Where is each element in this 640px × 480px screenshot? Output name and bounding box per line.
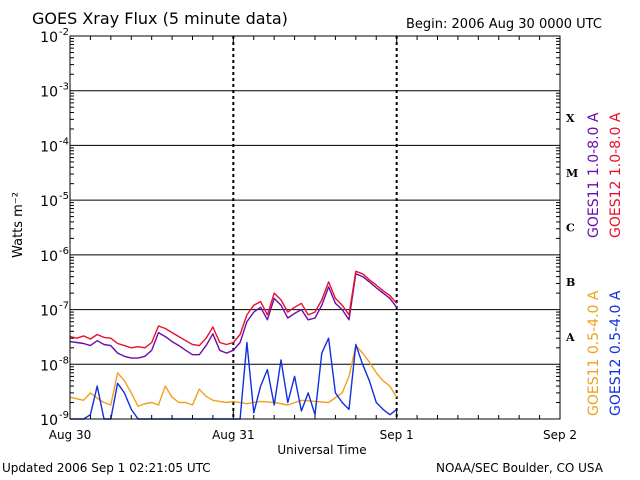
legend-entry: GOES12 1.0-8.0 A [608, 112, 624, 238]
legend-entry: GOES12 0.5-4.0 A [608, 290, 624, 416]
y-tick-exponent: -9 [59, 410, 69, 421]
y-tick-label: 10 [40, 139, 58, 155]
y-tick-exponent: -7 [59, 301, 69, 312]
y-tick-label: 10 [40, 413, 58, 429]
y-tick-exponent: -4 [59, 136, 69, 147]
begin-label: Begin: 2006 Aug 30 0000 UTC [406, 17, 602, 32]
legend-layer: GOES11 1.0-8.0 A GOES12 1.0-8.0 A GOES11 0… [586, 112, 624, 416]
x-tick-label: Sep 2 [543, 428, 577, 442]
y-tick-label: 10 [40, 194, 58, 210]
x-tick-label: Aug 30 [49, 428, 92, 442]
legend-entry: GOES11 1.0-8.0 A [586, 112, 602, 238]
y-tick-label: 10 [40, 30, 58, 46]
series-line-goes12-1-0-8-0-a [69, 270, 398, 349]
grid-layer [70, 35, 560, 420]
source-label: NOAA/SEC Boulder, CO USA [436, 461, 604, 475]
x-tick-label: Sep 1 [380, 428, 414, 442]
flare-class-label: A [565, 331, 575, 344]
y-tick-exponent: -5 [59, 191, 69, 202]
updated-label: Updated 2006 Sep 1 02:21:05 UTC [2, 461, 211, 475]
flare-class-label: M [566, 167, 578, 180]
y-tick-label: 10 [40, 358, 58, 374]
y-tick-exponent: -8 [59, 355, 69, 366]
flare-class-label: X [566, 112, 575, 125]
series-line-goes11-1-0-8-0-a [69, 273, 398, 359]
x-tick-label: Aug 31 [212, 428, 255, 442]
y-tick-label: 10 [40, 85, 58, 101]
y-tick-exponent: -6 [59, 246, 69, 257]
plot-frame [69, 35, 561, 420]
x-axis-label: Universal Time [277, 443, 366, 457]
y-tick-label: 10 [40, 304, 58, 320]
flare-class-label: C [566, 222, 575, 235]
series-line-goes11-0-5-4-0-a [69, 344, 398, 408]
y-tick-exponent: -2 [59, 27, 69, 38]
legend-entry: GOES11 0.5-4.0 A [586, 290, 602, 416]
chart-title: GOES Xray Flux (5 minute data) [32, 9, 288, 28]
y-axis-label: Watts m⁻² [11, 192, 26, 258]
flare-class-label: B [566, 276, 575, 289]
y-tick-label: 10 [40, 249, 58, 265]
y-tick-exponent: -3 [59, 82, 69, 93]
